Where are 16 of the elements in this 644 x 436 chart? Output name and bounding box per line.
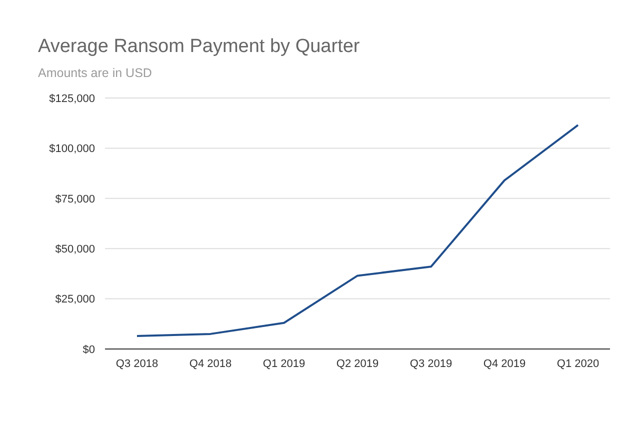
y-tick-label: $125,000 bbox=[49, 92, 95, 105]
x-tick-label: Q2 2019 bbox=[336, 358, 379, 370]
y-tick-label: $25,000 bbox=[55, 294, 95, 306]
line-series bbox=[136, 124, 579, 337]
y-tick-label: $50,000 bbox=[55, 243, 95, 256]
chart-subtitle: Amounts are in USD bbox=[38, 66, 152, 80]
chart-title: Average Ransom Payment by Quarter bbox=[38, 36, 360, 57]
x-tick-label: Q1 2020 bbox=[556, 358, 600, 370]
y-tick-label: $75,000 bbox=[55, 193, 95, 206]
x-tick-label: Q1 2019 bbox=[262, 358, 306, 370]
x-tick-label: Q3 2018 bbox=[116, 358, 158, 370]
x-tick-label: Q4 2019 bbox=[483, 358, 526, 370]
y-tick-label: $0 bbox=[82, 344, 95, 356]
x-tick-label: Q3 2019 bbox=[410, 358, 452, 370]
x-tick-label: Q4 2018 bbox=[189, 358, 232, 370]
y-tick-label: $100,000 bbox=[49, 143, 95, 156]
